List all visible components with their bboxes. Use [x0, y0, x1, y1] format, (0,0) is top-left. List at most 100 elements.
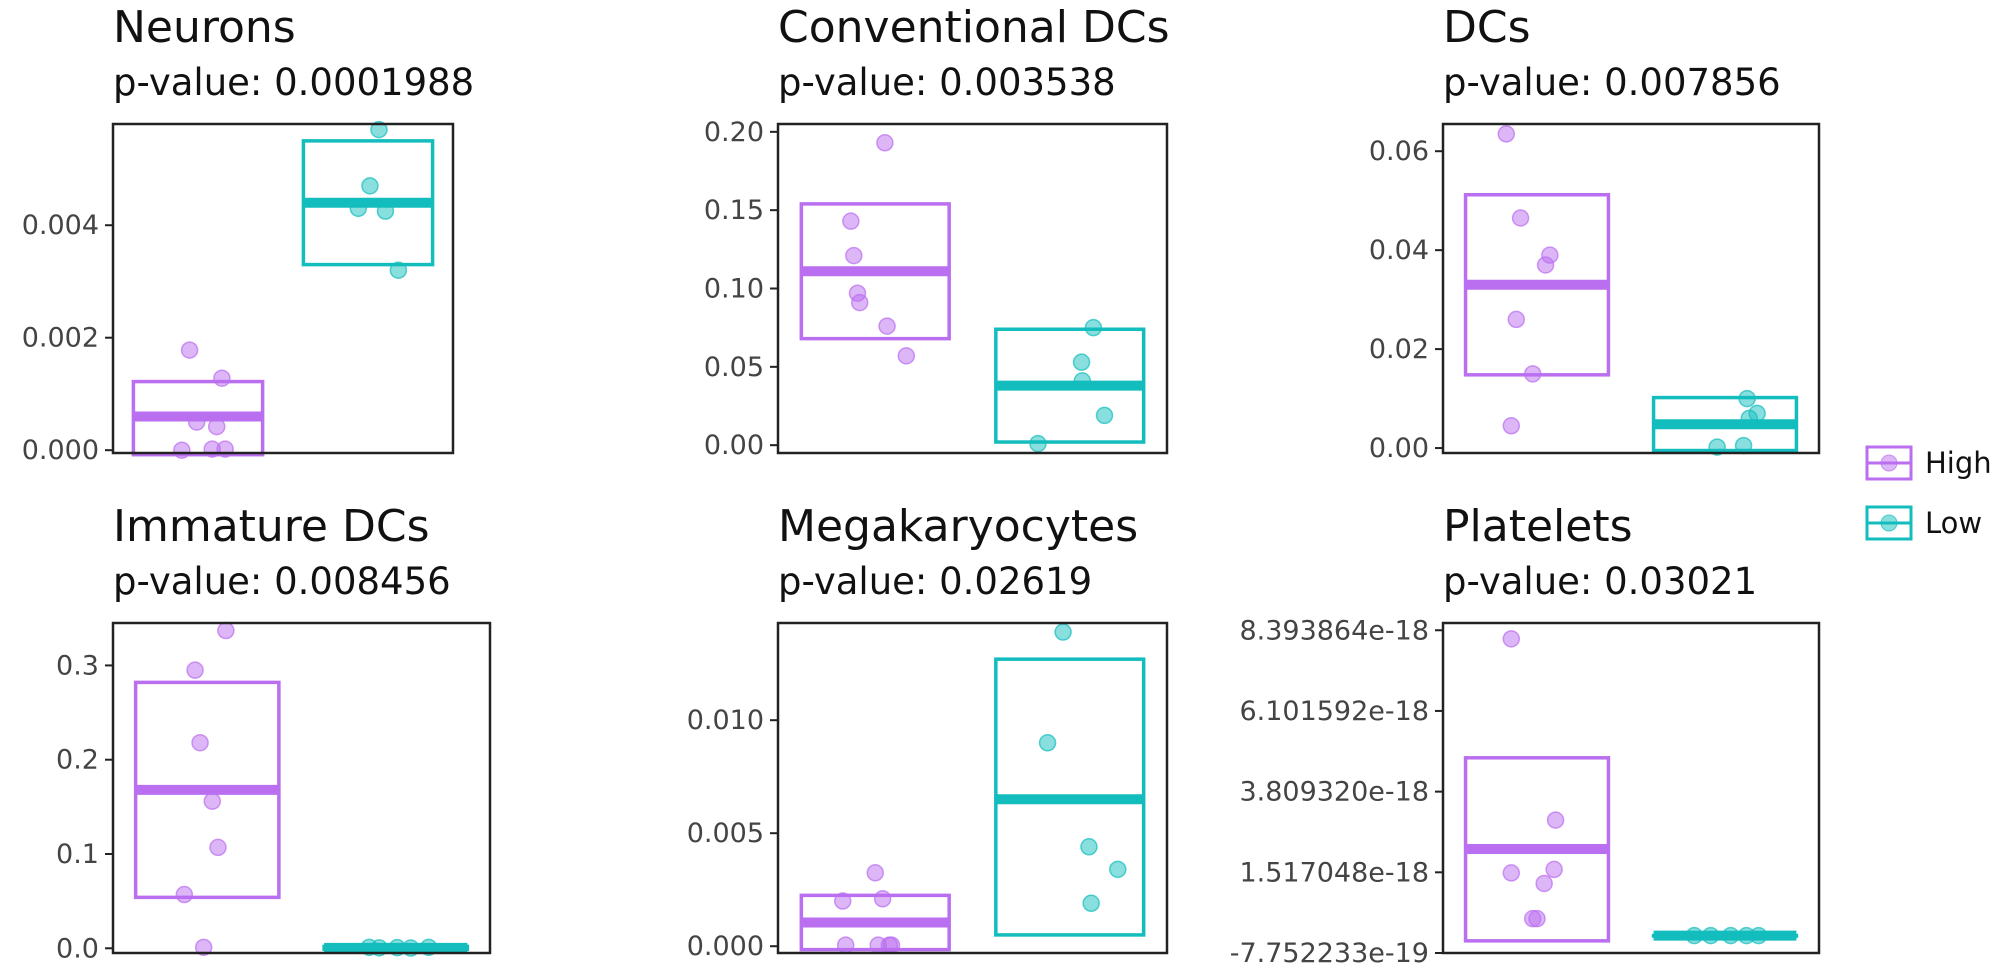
y-tick-label: 0.20 [704, 117, 764, 148]
panel-neurons: Neurons p-value: 0.0001988 0.000 0.002 0.004 [22, 2, 475, 466]
data-point-low [1734, 436, 1753, 455]
legend-key-dot [1880, 514, 1898, 532]
data-point-high [1545, 860, 1563, 879]
y-tick-label: 0.002 [22, 323, 99, 354]
panel-border [776, 122, 1169, 455]
data-point-high [876, 134, 894, 152]
y-tick-label: 1.517048e-18 [1239, 857, 1429, 888]
y-tick-label: 8.393864e-18 [1239, 615, 1429, 646]
y-tick-label: 0.10 [704, 274, 764, 305]
panel-title: Megakaryocytes [778, 501, 1138, 552]
data-point-low [1029, 434, 1047, 453]
y-tick-label: 3.809320e-18 [1239, 777, 1429, 808]
data-point-high [850, 293, 869, 312]
data-point-low [376, 202, 395, 220]
data-point-high [1528, 909, 1546, 928]
data-point-high [1541, 246, 1559, 264]
panel-title: Neurons [113, 2, 296, 53]
data-point-high [216, 440, 234, 458]
legend-item-low: Low [1865, 505, 1982, 541]
panel-megakaryocytes: Megakaryocytes p-value: 0.02619 0.000 0.005… [687, 501, 1169, 962]
data-point-high [213, 369, 231, 387]
data-point-high [1535, 874, 1553, 893]
legend-label: Low [1925, 506, 1982, 540]
data-point-high [1502, 630, 1521, 648]
data-point-low [370, 120, 388, 139]
data-point-high [175, 885, 194, 904]
data-point-low [1082, 894, 1100, 913]
data-point-low [1109, 860, 1127, 879]
data-point-high [209, 838, 227, 857]
y-tick-label: 0.05 [704, 352, 764, 383]
y-tick-label: 0.000 [687, 931, 764, 962]
y-tick-label: 0.06 [1369, 136, 1429, 167]
y-tick-label: 0.3 [56, 650, 99, 681]
data-point-high [882, 936, 901, 954]
y-tick-label: 0.00 [704, 430, 764, 461]
data-point-high [217, 621, 235, 640]
y-tick-label: -7.752233e-19 [1230, 938, 1429, 965]
data-point-high [187, 413, 206, 431]
data-point-high [845, 246, 863, 265]
data-point-high [1511, 209, 1530, 227]
panel-title: Immature DCs [113, 501, 430, 552]
data-point-high [1502, 417, 1521, 435]
data-point-high [194, 938, 213, 957]
legend-label: High [1925, 446, 1992, 480]
y-tick-label: 6.101592e-18 [1239, 696, 1429, 727]
panel-border [776, 621, 1169, 955]
data-point-low [1095, 406, 1114, 425]
panel-title: Platelets [1443, 501, 1633, 552]
data-point-high [180, 341, 199, 359]
data-point-low [1073, 372, 1092, 390]
panel-border [111, 122, 455, 455]
y-tick-label: 0.15 [704, 195, 764, 226]
data-point-high [191, 733, 209, 752]
data-point-high [1523, 365, 1542, 383]
p-value-label: p-value: 0.03021 [1443, 560, 1757, 603]
p-value-label: p-value: 0.008456 [113, 560, 451, 603]
legend-key-dot [1880, 454, 1898, 472]
p-value-label: p-value: 0.02619 [778, 560, 1092, 603]
y-tick-label: 0.004 [22, 210, 99, 241]
data-point-high [1507, 310, 1526, 329]
p-value-label: p-value: 0.003538 [778, 61, 1116, 104]
panel-title: DCs [1443, 2, 1531, 53]
data-point-high [836, 936, 855, 954]
p-value-label: p-value: 0.0001988 [113, 61, 474, 104]
data-point-high [173, 441, 191, 459]
y-tick-label: 0.00 [1369, 433, 1429, 464]
p-value-label: p-value: 0.007856 [1443, 61, 1781, 104]
legend-item-high: High [1865, 445, 1992, 481]
data-point-high [873, 890, 892, 908]
data-point-high [897, 347, 916, 365]
data-point-low [1685, 926, 1704, 945]
data-point-low [389, 261, 408, 279]
y-tick-label: 0.02 [1369, 334, 1429, 365]
data-point-low [1038, 734, 1057, 752]
y-tick-label: 0.0 [56, 933, 99, 964]
panel-border [111, 621, 492, 955]
data-point-low [1701, 926, 1720, 945]
data-point-high [1497, 125, 1516, 143]
y-tick-label: 0.005 [687, 818, 764, 849]
y-tick-label: 0.2 [56, 745, 99, 776]
data-point-low [1084, 318, 1103, 337]
data-point-high [878, 317, 896, 335]
data-point-high [842, 212, 860, 230]
data-point-high [833, 892, 852, 910]
panel-title: Conventional DCs [778, 2, 1170, 53]
data-point-low [1748, 404, 1766, 423]
data-point-high [186, 661, 204, 679]
data-point-low [1054, 623, 1072, 641]
y-tick-label: 0.04 [1369, 235, 1429, 266]
panel-platelets: Platelets p-value: 0.03021 -7.752233e-19 1.… [1230, 501, 1821, 965]
legend: High Low [1865, 445, 1992, 541]
data-point-low [1708, 438, 1726, 456]
panel-immature-dcs: Immature DCs p-value: 0.008456 0.0 0.1 0.2 0.… [56, 501, 492, 964]
panel-border [1441, 621, 1821, 955]
data-point-low [1072, 353, 1091, 371]
data-point-low [349, 199, 368, 218]
data-point-low [361, 177, 379, 195]
